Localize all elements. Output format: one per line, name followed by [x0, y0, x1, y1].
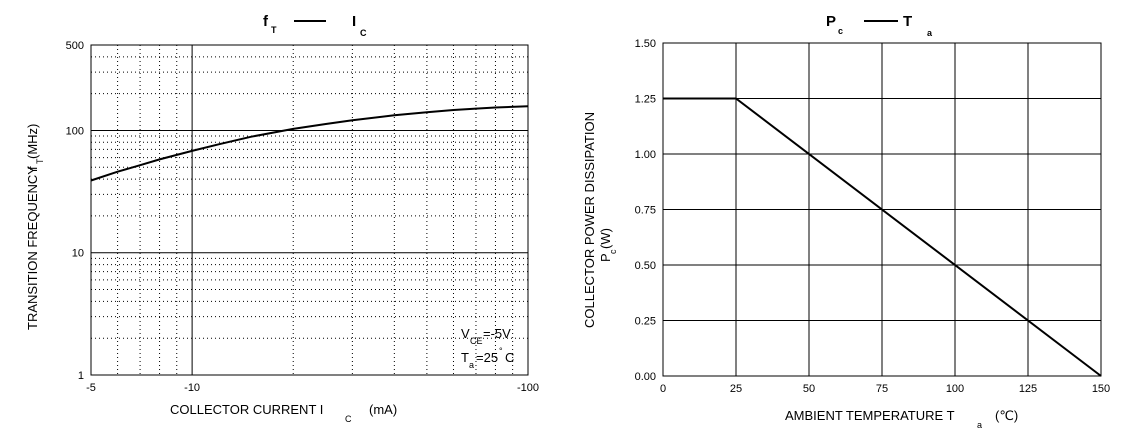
pc-y-tick-label: 1.00 — [635, 149, 656, 161]
ft-annotation-ta-sub: a — [469, 360, 474, 370]
ft-annotation-vce-sub: CE — [470, 336, 483, 346]
ft-y-tick-label: 500 — [66, 40, 84, 52]
pc-y-axis-label-group: COLLECTOR POWER DISSIPATION — [582, 112, 597, 328]
pc-series-line — [663, 97, 1102, 377]
ft-y-tick-label: 100 — [66, 125, 84, 137]
ft-x-axis-label: COLLECTOR CURRENT I — [170, 402, 323, 417]
pc-x-tick-label: 125 — [1019, 383, 1037, 395]
pc-y-axis-unit-group: Pc(W) — [598, 228, 618, 262]
pc-y-tick-label: 0.75 — [635, 205, 656, 217]
ft-y-tick-label: 10 — [72, 248, 84, 260]
ft-series-line — [90, 105, 529, 182]
ft-title-main-sub: T — [271, 25, 277, 35]
ft-x-tick-label: -10 — [184, 382, 200, 394]
pc-x-axis-unit: (℃) — [995, 408, 1018, 423]
ft-x-axis-unit: (mA) — [369, 402, 397, 417]
pc-x-tick-label: 75 — [876, 383, 888, 395]
pc-y-axis-label: COLLECTOR POWER DISSIPATION — [582, 112, 597, 328]
ft-x-tick-label: -100 — [517, 382, 539, 394]
pc-plot-frame — [662, 42, 1102, 377]
ft-y-axis-unit-symbol: f — [25, 166, 40, 170]
ft-y-axis-unit: (MHz) — [25, 124, 40, 159]
ft-annotation-ta: T — [461, 350, 469, 365]
pc-vs-ta-chart: 0 25 50 75 100 125 150 0.00 0.25 0.50 0.75 1.00 1.25… — [582, 13, 1110, 430]
pc-y-tick-label: 1.50 — [635, 38, 656, 50]
ft-y-axis-unit-sub: T — [35, 158, 45, 164]
pc-y-axis-unit: (W) — [598, 228, 613, 249]
ft-x-axis-label-sub: C — [345, 414, 352, 424]
pc-y-tick-label: 0.50 — [635, 260, 656, 272]
ft-y-axis-label: TRANSITION FREQUENCY — [25, 166, 40, 330]
ft-y-tick-label: 1 — [78, 370, 84, 382]
pc-y-tick-label: 0.00 — [635, 371, 656, 383]
pc-y-axis-unit-symbol: P — [598, 253, 613, 262]
ft-annotation-ta-value: =25 — [476, 350, 498, 365]
pc-x-tick-label: 150 — [1092, 383, 1110, 395]
ft-plot-frame — [90, 44, 529, 376]
ft-title-main: f — [263, 13, 269, 30]
ft-title-second: I — [352, 13, 356, 30]
ft-x-tick-label: -5 — [86, 382, 96, 394]
pc-title-second: T — [903, 13, 912, 30]
pc-x-tick-label: 25 — [730, 383, 742, 395]
pc-title-main: P — [826, 13, 836, 30]
ft-annotation-ta-unit: C — [505, 350, 514, 365]
pc-title-second-sub: a — [927, 28, 933, 38]
pc-y-tick-label: 1.25 — [635, 94, 656, 106]
pc-x-axis-label-sub: a — [977, 420, 982, 430]
pc-x-axis-label: AMBIENT TEMPERATURE T — [785, 408, 955, 423]
ft-title-second-sub: C — [360, 28, 367, 38]
pc-y-axis-unit-sub: c — [608, 249, 618, 254]
ft-annotation-vce: V — [461, 326, 470, 341]
ft-annotation-vce-value: =-5V — [483, 326, 511, 341]
pc-y-tick-label: 0.25 — [635, 316, 656, 328]
pc-title-main-sub: c — [838, 26, 843, 36]
pc-x-tick-label: 0 — [660, 383, 666, 395]
pc-x-tick-label: 100 — [946, 383, 964, 395]
ft-annotation-ta-degree: ° — [499, 346, 503, 356]
pc-x-tick-label: 50 — [803, 383, 815, 395]
